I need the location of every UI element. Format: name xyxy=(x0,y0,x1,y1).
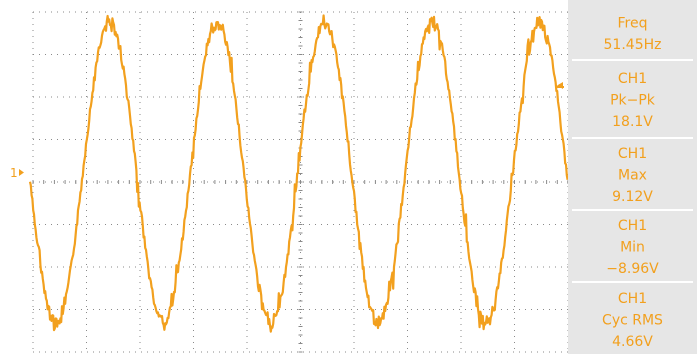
measurement-text: Pk−Pk xyxy=(610,92,656,108)
measurement-text: Cyc RMS xyxy=(602,312,663,328)
measurement-text: −8.96V xyxy=(606,261,659,277)
measurement-box: CH1 Min −8.96V xyxy=(572,209,693,277)
measurement-text: Freq xyxy=(618,16,648,32)
measurement-text: Max xyxy=(618,167,647,183)
measurement-panel: Freq 51.45Hz CH1 Pk−Pk 18.1V CH1 Max 9.12V CH1 Mi… xyxy=(568,0,697,354)
measurement-box: CH1 Cyc RMS 4.66V xyxy=(572,281,693,350)
measurement-text: 4.66V xyxy=(612,334,653,350)
trigger-level-tick xyxy=(557,86,564,88)
ch1-marker-arrow-icon xyxy=(19,169,24,176)
ch1-waveform-trace xyxy=(28,14,569,333)
measurement-text: 18.1V xyxy=(612,114,653,130)
measurement-box: CH1 Pk−Pk 18.1V xyxy=(572,59,693,130)
measurement-text: 51.45Hz xyxy=(604,37,662,53)
measurement-text: 9.12V xyxy=(612,189,653,205)
measurement-text: CH1 xyxy=(618,71,647,87)
measurement-box: CH1 Max 9.12V xyxy=(572,137,693,205)
measurement-text: CH1 xyxy=(618,291,647,307)
measurement-text: CH1 xyxy=(618,146,647,162)
measurement-text: Min xyxy=(620,239,645,255)
measurement-box: Freq 51.45Hz xyxy=(604,16,662,54)
ch1-marker-label: 1 xyxy=(10,166,18,180)
ch1-ground-marker: 1 xyxy=(10,166,24,180)
measurement-text: CH1 xyxy=(618,218,647,234)
graticule-grid xyxy=(32,11,569,353)
